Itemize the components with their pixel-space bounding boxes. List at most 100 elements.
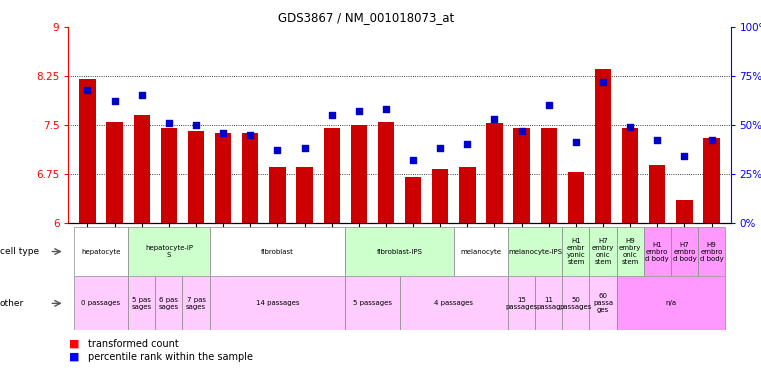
Text: 5 pas
sages: 5 pas sages bbox=[132, 297, 151, 310]
Bar bbox=[74, 276, 128, 330]
Point bbox=[461, 141, 473, 147]
Bar bbox=[400, 276, 508, 330]
Bar bbox=[540, 128, 557, 223]
Bar bbox=[372, 227, 400, 276]
Bar bbox=[128, 227, 155, 276]
Bar bbox=[535, 276, 562, 330]
Text: fibroblast: fibroblast bbox=[261, 248, 294, 255]
Bar bbox=[128, 276, 155, 330]
Bar bbox=[590, 276, 616, 330]
Text: 0 passages: 0 passages bbox=[81, 300, 120, 306]
Point bbox=[678, 153, 690, 159]
Bar bbox=[297, 167, 313, 223]
Bar bbox=[155, 276, 183, 330]
Bar bbox=[562, 276, 590, 330]
Bar bbox=[209, 227, 345, 276]
Bar bbox=[508, 276, 535, 330]
Bar bbox=[242, 132, 259, 223]
Bar bbox=[644, 276, 671, 330]
Bar bbox=[454, 276, 481, 330]
Bar bbox=[616, 276, 725, 330]
Bar bbox=[264, 227, 291, 276]
Text: H1
embro
d body: H1 embro d body bbox=[645, 242, 669, 262]
Point bbox=[326, 112, 338, 118]
Point bbox=[244, 131, 256, 138]
Bar bbox=[427, 276, 454, 330]
Bar bbox=[568, 172, 584, 223]
Text: H9
embry
onic
stem: H9 embry onic stem bbox=[619, 238, 642, 265]
Bar bbox=[508, 227, 535, 276]
Bar bbox=[616, 227, 644, 276]
Bar bbox=[698, 227, 725, 276]
Point bbox=[407, 157, 419, 163]
Point bbox=[190, 122, 202, 128]
Point bbox=[380, 106, 392, 112]
Point bbox=[570, 139, 582, 146]
Bar bbox=[698, 276, 725, 330]
Bar bbox=[101, 276, 128, 330]
Point bbox=[353, 108, 365, 114]
Text: fibroblast-IPS: fibroblast-IPS bbox=[377, 248, 422, 255]
Text: H7
embry
onic
stem: H7 embry onic stem bbox=[592, 238, 614, 265]
Bar bbox=[400, 276, 427, 330]
Point bbox=[597, 79, 609, 85]
Bar bbox=[454, 227, 508, 276]
Bar bbox=[101, 227, 128, 276]
Bar bbox=[134, 115, 150, 223]
Point bbox=[298, 145, 310, 151]
Bar bbox=[432, 169, 448, 223]
Bar bbox=[459, 167, 476, 223]
Bar bbox=[377, 121, 394, 223]
Bar bbox=[79, 79, 96, 223]
Bar bbox=[237, 227, 264, 276]
Bar bbox=[107, 121, 123, 223]
Point bbox=[624, 124, 636, 130]
Text: 6 pas
sages: 6 pas sages bbox=[159, 297, 179, 310]
Bar bbox=[264, 276, 291, 330]
Bar bbox=[649, 165, 665, 223]
Bar bbox=[427, 227, 454, 276]
Bar bbox=[128, 227, 209, 276]
Bar bbox=[183, 227, 209, 276]
Bar bbox=[671, 227, 698, 276]
Bar bbox=[188, 131, 204, 223]
Text: H7
embro
d body: H7 embro d body bbox=[673, 242, 696, 262]
Bar bbox=[486, 124, 502, 223]
Bar bbox=[74, 227, 128, 276]
Bar bbox=[215, 132, 231, 223]
Bar bbox=[209, 276, 237, 330]
Bar bbox=[671, 227, 698, 276]
Bar bbox=[590, 227, 616, 276]
Text: cell type: cell type bbox=[0, 247, 39, 256]
Bar bbox=[481, 227, 508, 276]
Bar bbox=[535, 227, 562, 276]
Bar bbox=[269, 167, 285, 223]
Point bbox=[135, 92, 148, 98]
Point bbox=[651, 137, 664, 144]
Point bbox=[543, 102, 555, 108]
Point bbox=[163, 120, 175, 126]
Bar bbox=[703, 138, 720, 223]
Text: H9
embro
d body: H9 embro d body bbox=[699, 242, 724, 262]
Text: percentile rank within the sample: percentile rank within the sample bbox=[88, 352, 253, 362]
Point bbox=[109, 98, 121, 104]
Point bbox=[515, 127, 527, 134]
Bar bbox=[74, 276, 101, 330]
Text: other: other bbox=[0, 299, 24, 308]
Bar bbox=[514, 128, 530, 223]
Point bbox=[705, 137, 718, 144]
Bar bbox=[644, 227, 671, 276]
Text: 60
passa
ges: 60 passa ges bbox=[593, 293, 613, 313]
Title: GDS3867 / NM_001018073_at: GDS3867 / NM_001018073_at bbox=[279, 11, 454, 24]
Bar bbox=[671, 276, 698, 330]
Text: hepatocyte-iP
S: hepatocyte-iP S bbox=[145, 245, 193, 258]
Bar bbox=[237, 276, 264, 330]
Bar bbox=[562, 276, 590, 330]
Bar bbox=[616, 276, 644, 330]
Bar bbox=[209, 276, 345, 330]
Bar bbox=[155, 276, 183, 330]
Text: 4 passages: 4 passages bbox=[435, 300, 473, 306]
Text: 11
passag: 11 passag bbox=[537, 297, 561, 310]
Text: melanocyte-IPS: melanocyte-IPS bbox=[508, 248, 562, 255]
Bar bbox=[372, 276, 400, 330]
